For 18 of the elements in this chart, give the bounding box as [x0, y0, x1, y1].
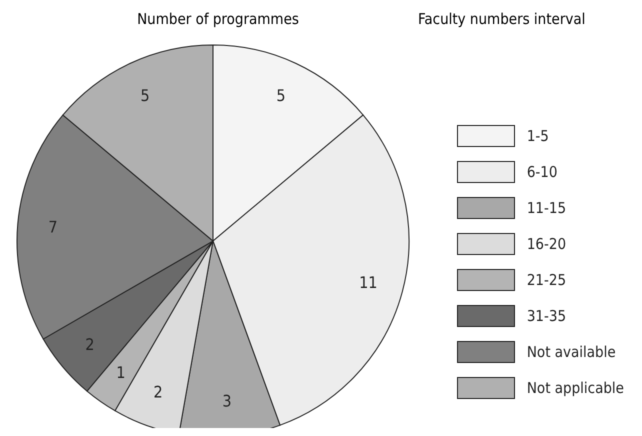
legend-label: 16-20 [526, 235, 566, 253]
legend-label: Not available [526, 343, 616, 361]
legend-label: 21-25 [526, 271, 566, 289]
legend-label: 11-15 [526, 199, 566, 217]
legend-label: 1-5 [526, 127, 549, 145]
legend-title: Faculty numbers interval [418, 10, 586, 28]
data-label: 5 [276, 86, 286, 105]
legend-label: 6-10 [526, 163, 558, 181]
data-label: 11 [359, 273, 378, 292]
data-label: 2 [85, 334, 94, 354]
data-label: 1 [116, 363, 126, 382]
legend-label: 31-35 [526, 307, 566, 325]
data-label: 3 [222, 392, 232, 411]
chart-title: Number of programmes [136, 10, 300, 28]
data-label: 2 [153, 382, 163, 402]
data-label: 7 [48, 217, 58, 236]
legend-label: Not applicable [526, 379, 624, 397]
data-label: 5 [140, 86, 150, 105]
